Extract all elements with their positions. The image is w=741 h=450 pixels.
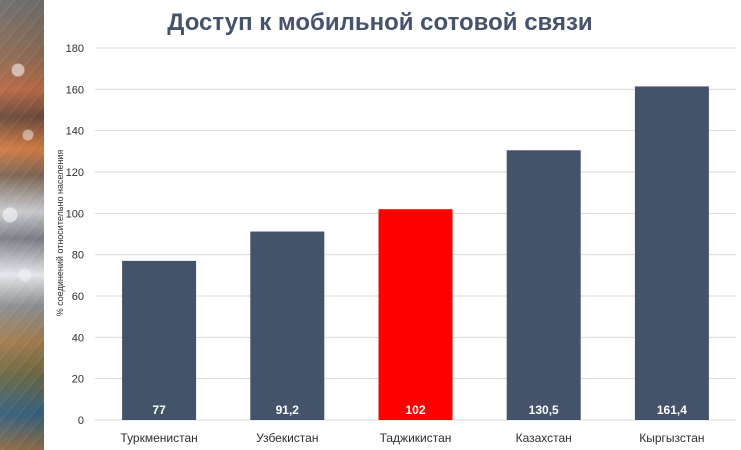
data-label: 91,2	[276, 403, 300, 417]
y-tick-label: 20	[72, 374, 84, 386]
y-tick-label: 160	[66, 84, 84, 96]
data-label: 77	[152, 403, 166, 417]
data-label: 161,4	[657, 403, 687, 417]
y-axis-label: % соединений относительно населения	[55, 150, 65, 317]
bar-2	[250, 231, 325, 420]
bar-4	[506, 150, 581, 421]
x-category-label: Казахстан	[516, 431, 572, 445]
bar-1	[122, 260, 197, 420]
y-tick-label: 100	[66, 208, 84, 220]
bar-5	[634, 86, 709, 420]
y-tick-label: 60	[72, 291, 84, 303]
data-label: 130,5	[529, 403, 559, 417]
y-tick-label: 80	[72, 250, 84, 262]
y-tick-label: 0	[78, 415, 84, 427]
x-category-label: Туркменистан	[120, 431, 197, 445]
bar-3	[378, 209, 453, 420]
chart-title: Доступ к мобильной сотовой связи	[167, 9, 593, 36]
y-tick-label: 140	[66, 126, 84, 138]
x-category-label: Узбекистан	[256, 431, 318, 445]
data-label: 102	[405, 403, 425, 417]
x-category-label: Таджикистан	[380, 431, 452, 445]
mountain-image-strip	[0, 0, 44, 450]
y-tick-label: 180	[66, 43, 84, 55]
y-tick-label: 40	[72, 332, 84, 344]
y-tick-label: 120	[66, 167, 84, 179]
x-category-label: Кыргызстан	[639, 431, 704, 445]
